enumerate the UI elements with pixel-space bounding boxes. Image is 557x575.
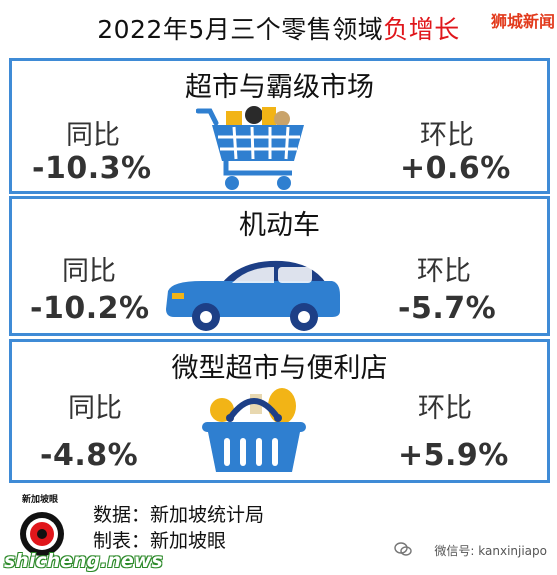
brand-tag: 狮城新闻 [490, 12, 555, 31]
logo-text: 新加坡眼 [22, 495, 59, 505]
yoy-value: -4.8% [40, 438, 139, 473]
mom-value: +5.9% [398, 438, 509, 473]
yoy-label: 同比 [62, 256, 116, 287]
mom-label: 环比 [420, 120, 474, 151]
mom-label: 环比 [418, 393, 472, 424]
shopping-cart-icon [196, 106, 304, 190]
title-main: 2022年5月三个零售领域 [97, 15, 384, 44]
shopping-basket-icon [202, 388, 306, 472]
data-source: 数据：新加坡统计局 [93, 504, 265, 526]
wechat-id: 微信号: kanxinjiapo [434, 544, 547, 558]
panel-title: 超市与霸级市场 [185, 72, 374, 103]
panel-supermarkets: 超市与霸级市场 同比 -10.3% 环比 +0.6% [9, 58, 550, 194]
panel-motor-vehicles: 机动车 同比 -10.2% 环比 -5.7% [9, 196, 550, 336]
brand-logo [20, 512, 64, 556]
title-highlight: 负增长 [383, 15, 460, 44]
yoy-label: 同比 [66, 120, 120, 151]
wechat-icon [394, 542, 412, 556]
mom-label: 环比 [417, 256, 471, 287]
mom-value: -5.7% [398, 291, 497, 326]
panel-title: 微型超市与便利店 [171, 353, 388, 384]
car-icon [166, 260, 340, 331]
page-title: 2022年5月三个零售领域负增长 [0, 10, 557, 46]
yoy-value: -10.2% [30, 291, 150, 326]
chart-maker: 制表：新加坡眼 [93, 530, 227, 552]
yoy-value: -10.3% [32, 151, 152, 186]
yoy-label: 同比 [68, 393, 122, 424]
panel-minimarts: 微型超市与便利店 同比 -4.8% 环比 +5.9% [9, 339, 550, 483]
panel-title: 机动车 [239, 210, 320, 241]
mom-value: +0.6% [400, 151, 511, 186]
site-watermark: shicheng.news [4, 550, 163, 572]
